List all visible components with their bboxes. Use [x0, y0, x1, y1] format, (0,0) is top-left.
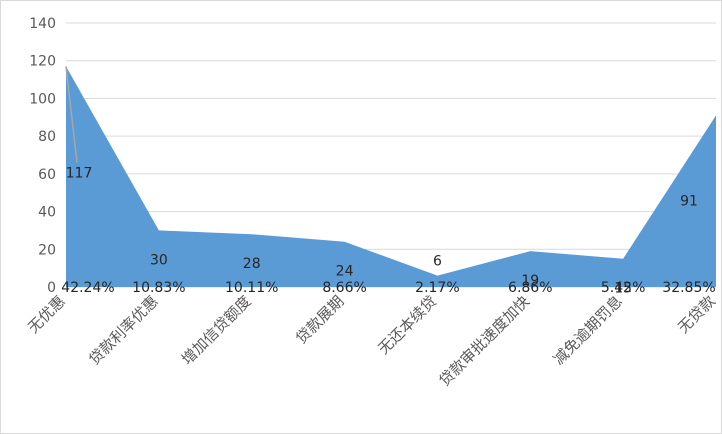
value-label: 15	[614, 281, 632, 297]
percent-label: 6.86%	[508, 280, 552, 296]
x-category-label: 无优惠	[24, 292, 69, 337]
percent-label: 10.83%	[132, 280, 185, 296]
value-label: 30	[150, 252, 168, 268]
value-label: 91	[680, 193, 698, 209]
percent-label: 2.17%	[415, 280, 459, 296]
y-tick-label: 60	[38, 167, 56, 183]
y-tick-label: 100	[29, 91, 56, 107]
percent-label: 8.66%	[322, 280, 366, 296]
value-label: 117	[66, 165, 93, 181]
value-label: 6	[433, 254, 442, 270]
percent-label: 32.85%	[662, 280, 715, 296]
y-tick-label: 20	[38, 242, 56, 258]
value-label: 19	[521, 273, 539, 289]
percent-label: 10.11%	[225, 280, 278, 296]
percent-label: 42.24%	[61, 280, 114, 296]
x-category-label: 贷款利率优惠	[85, 292, 161, 368]
x-category-label: 无贷款	[674, 292, 719, 337]
y-tick-label: 140	[29, 16, 56, 32]
x-category-label: 增加信贷额度	[178, 292, 254, 368]
y-tick-label: 120	[29, 54, 56, 70]
area-series	[66, 66, 716, 287]
y-tick-label: 80	[38, 129, 56, 145]
x-category-label: 贷款审批速度加快	[436, 292, 534, 390]
value-label: 28	[243, 256, 261, 272]
x-category-label: 无还本续贷	[374, 292, 440, 358]
x-category-label: 贷款展期	[292, 292, 347, 347]
leader-line	[65, 66, 78, 163]
percent-label: 5.42%	[601, 280, 645, 296]
value-label: 24	[336, 264, 354, 280]
x-category-label: 减免逾期罚息	[550, 292, 626, 368]
y-tick-label: 0	[47, 280, 56, 296]
y-tick-label: 40	[38, 205, 56, 221]
